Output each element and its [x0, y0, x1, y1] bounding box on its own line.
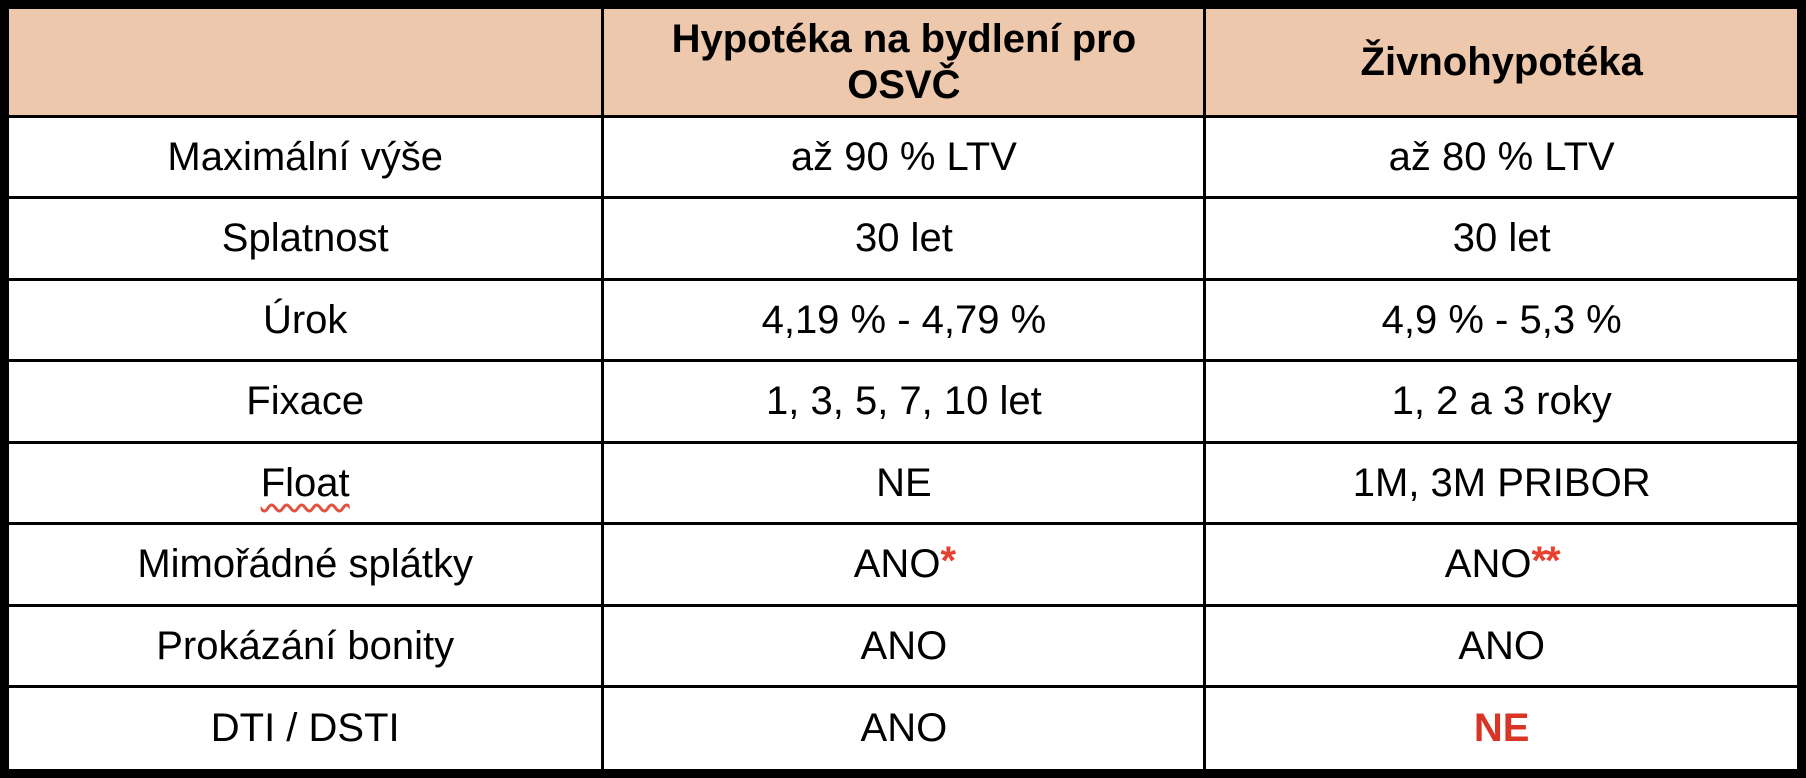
row-label: Fixace: [2, 359, 605, 444]
cell-value: 1, 2 a 3 roky: [1391, 379, 1612, 424]
row-label-text: DTI / DSTI: [210, 706, 400, 751]
column-header-zivnohypoteka: Živnohypotéka: [1203, 3, 1803, 118]
row-label: Float: [2, 440, 605, 526]
table-row-dti-dsti: DTI / DSTI ANO NE: [2, 685, 1803, 775]
cell-zivno: ANO: [1203, 603, 1803, 689]
cell-value: ANO: [853, 542, 941, 587]
cell-value: ANO: [860, 706, 948, 751]
row-label-text: Fixace: [246, 379, 365, 424]
table-row-fixace: Fixace 1, 3, 5, 7, 10 let 1, 2 a 3 roky: [2, 359, 1803, 444]
row-label: Mimořádné splátky: [2, 522, 605, 607]
cell-value: ANO: [1458, 623, 1546, 668]
cell-value: ANO: [1444, 542, 1532, 587]
cell-value: 30 let: [1452, 216, 1551, 261]
row-label-text: Úrok: [262, 297, 348, 342]
row-label-text: Maximální výše: [167, 134, 443, 179]
row-label-text: Splatnost: [221, 216, 389, 261]
cell-value-highlighted: NE: [1473, 706, 1530, 751]
column-header-hypoteka-osvc: Hypotéka na bydlení pro OSVČ: [601, 3, 1207, 118]
cell-value: 1, 3, 5, 7, 10 let: [766, 379, 1042, 424]
table-row-float: Float NE 1M, 3M PRIBOR: [2, 440, 1803, 526]
cell-value: 1M, 3M PRIBOR: [1352, 460, 1651, 505]
cell-osvc: ANO: [601, 603, 1207, 689]
table-row-urok: Úrok 4,19 % - 4,79 % 4,9 % - 5,3 %: [2, 277, 1803, 363]
table-row-prokazani-bonity: Prokázání bonity ANO ANO: [2, 603, 1803, 689]
cell-value: 4,9 % - 5,3 %: [1381, 297, 1622, 342]
cell-zivno: až 80 % LTV: [1203, 114, 1803, 200]
cell-value: NE: [876, 460, 932, 505]
cell-value: ANO: [860, 623, 948, 668]
cell-osvc: 30 let: [601, 196, 1207, 281]
cell-osvc: 4,19 % - 4,79 %: [601, 277, 1207, 363]
cell-osvc: až 90 % LTV: [601, 114, 1207, 200]
cell-value: až 80 % LTV: [1388, 134, 1615, 179]
header-row: Hypotéka na bydlení pro OSVČ Živnohypoté…: [2, 3, 1803, 118]
row-label-text-spellcheck-underlined: Float: [260, 460, 350, 505]
cell-osvc: ANO: [601, 685, 1207, 775]
row-label: Splatnost: [2, 196, 605, 281]
row-label: Úrok: [2, 277, 605, 363]
cell-osvc: 1, 3, 5, 7, 10 let: [601, 359, 1207, 444]
cell-zivno: 30 let: [1203, 196, 1803, 281]
footnote-marker: *: [940, 538, 956, 583]
row-label-text: Mimořádné splátky: [137, 542, 474, 587]
cell-zivno: 1M, 3M PRIBOR: [1203, 440, 1803, 526]
cell-zivno: ANO**: [1203, 522, 1803, 607]
table-row-splatnost: Splatnost 30 let 30 let: [2, 196, 1803, 281]
table-row-maximalni-vyse: Maximální výše až 90 % LTV až 80 % LTV: [2, 114, 1803, 200]
cell-value: až 90 % LTV: [790, 134, 1017, 179]
corner-cell: [2, 3, 605, 118]
cell-osvc: ANO*: [601, 522, 1207, 607]
row-label-text: Prokázání bonity: [156, 623, 455, 668]
cell-zivno: 4,9 % - 5,3 %: [1203, 277, 1803, 363]
footnote-marker: **: [1531, 538, 1560, 583]
cell-value: 4,19 % - 4,79 %: [761, 297, 1047, 342]
table-row-mimoradne-splatky: Mimořádné splátky ANO* ANO**: [2, 522, 1803, 607]
cell-value: 30 let: [854, 216, 953, 261]
cell-zivno: 1, 2 a 3 roky: [1203, 359, 1803, 444]
row-label: DTI / DSTI: [2, 685, 605, 775]
row-label: Prokázání bonity: [2, 603, 605, 689]
cell-zivno: NE: [1203, 685, 1803, 775]
cell-osvc: NE: [601, 440, 1207, 526]
row-label: Maximální výše: [2, 114, 605, 200]
